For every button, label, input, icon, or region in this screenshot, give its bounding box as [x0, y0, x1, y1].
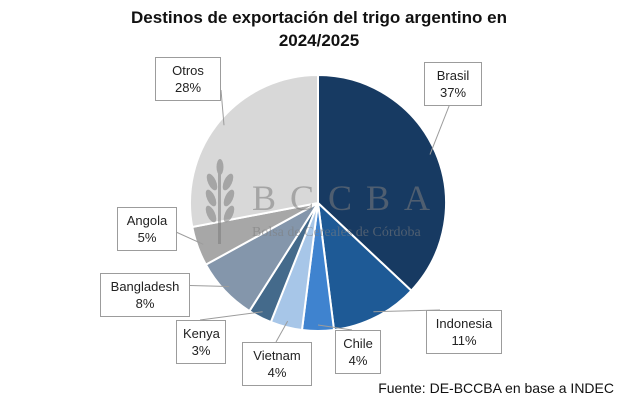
label-vietnam: Vietnam 4%: [242, 342, 312, 386]
label-bangladesh: Bangladesh 8%: [100, 273, 190, 317]
label-chile: Chile 4%: [335, 330, 381, 374]
watermark-subtitle: Bolsa de Cereales de Córdoba: [252, 225, 422, 240]
label-brasil: Brasil 37%: [424, 62, 482, 106]
label-value: 8%: [135, 296, 155, 311]
leader-line-kenya: [199, 311, 263, 321]
label-name: Bangladesh: [110, 279, 180, 294]
label-kenya: Kenya 3%: [176, 320, 226, 364]
leader-line-otros: [220, 89, 225, 126]
label-value: 4%: [348, 353, 368, 368]
watermark-logo: BCCBA Bolsa de Cereales de Córdoba: [205, 159, 444, 244]
chart-title-line-2: 2024/2025: [278, 31, 360, 50]
pie-slice-indonesia: [316, 200, 413, 332]
leader-line-angola: [175, 231, 204, 245]
pie-slice-otros: [189, 73, 319, 229]
label-name: Indonesia: [435, 316, 493, 331]
label-value: 4%: [267, 365, 287, 380]
pie-slices: [189, 73, 447, 332]
label-name: Angola: [126, 213, 168, 228]
watermark-name: BCCBA: [252, 178, 444, 218]
label-value: 3%: [191, 343, 211, 358]
leader-line-vietnam: [275, 320, 289, 343]
label-value: 11%: [451, 333, 477, 348]
label-name: Chile: [343, 336, 373, 351]
chart-title: Destinos de exportación del trigo argent…: [0, 6, 638, 52]
source-note: Fuente: DE-BCCBA en base a INDEC: [378, 380, 614, 396]
label-angola: Angola 5%: [117, 207, 177, 251]
label-otros: Otros 28%: [155, 57, 221, 101]
label-name: Otros: [172, 63, 204, 78]
wheat-icon: [205, 159, 235, 244]
label-value: 5%: [137, 230, 157, 245]
chart-title-line-1: Destinos de exportación del trigo argent…: [131, 8, 507, 27]
leader-line-chile: [317, 324, 353, 331]
pie-slice-brasil: [317, 73, 447, 293]
label-value: 37%: [439, 85, 467, 100]
label-indonesia: Indonesia 11%: [426, 310, 502, 354]
label-name: Kenya: [183, 326, 220, 341]
label-name: Brasil: [436, 68, 470, 83]
label-value: 28%: [174, 80, 202, 95]
label-name: Vietnam: [253, 348, 301, 363]
